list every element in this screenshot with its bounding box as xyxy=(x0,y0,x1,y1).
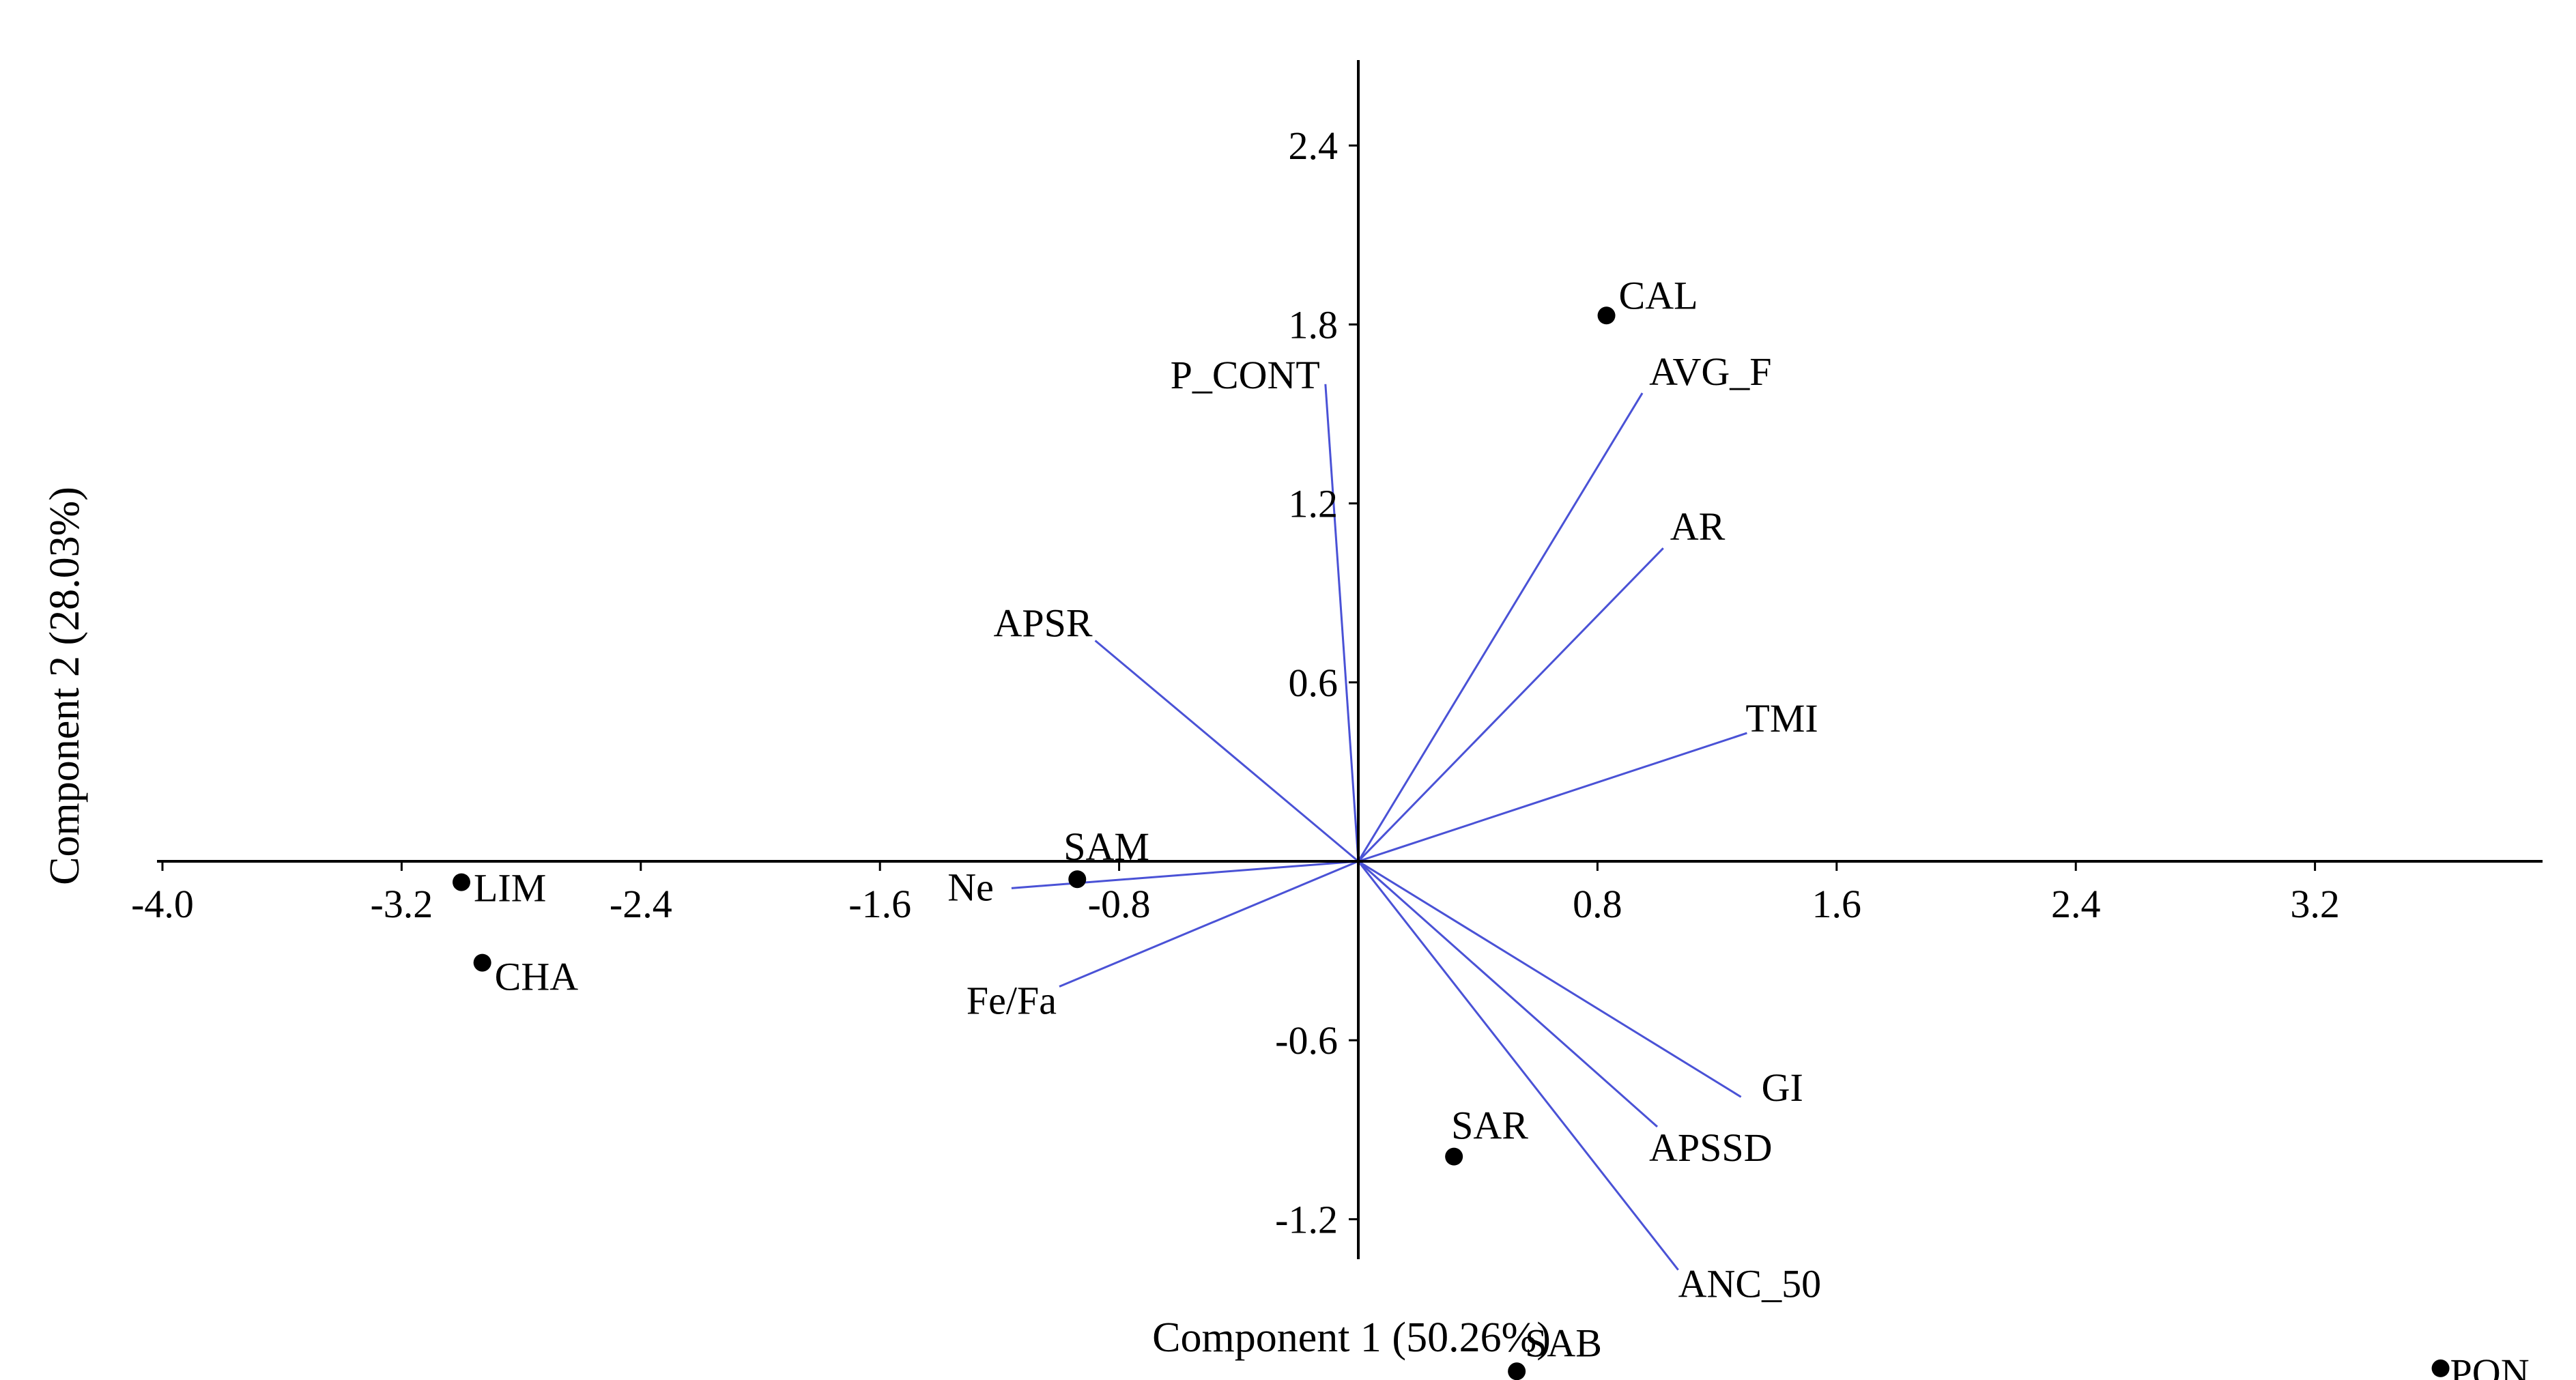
point-label: SAB xyxy=(1525,1321,1602,1365)
loading-vector xyxy=(1011,860,1359,889)
y-tick-label: 0.6 xyxy=(1289,661,1339,705)
point-label: PON xyxy=(2450,1351,2530,1380)
score-point xyxy=(453,873,470,891)
x-tick-label: -4.0 xyxy=(131,882,194,926)
score-point xyxy=(1068,870,1087,889)
point-label: SAM xyxy=(1063,824,1149,869)
y-tick-label: -0.6 xyxy=(1275,1018,1338,1063)
x-tick-label: -2.4 xyxy=(610,882,672,926)
vector-label: TMI xyxy=(1745,696,1818,741)
loading-vector xyxy=(1358,860,1658,1128)
score-point xyxy=(1597,306,1616,325)
vector-label: GI xyxy=(1762,1065,1803,1110)
x-tick-label: 0.8 xyxy=(1573,882,1622,926)
loading-vector xyxy=(1358,732,1747,863)
y-tick-label: -1.2 xyxy=(1275,1197,1338,1241)
x-tick-label: -1.6 xyxy=(848,882,911,926)
vector-label: APSSD xyxy=(1649,1125,1773,1170)
y-axis-title: Component 2 (28.03%) xyxy=(42,487,88,885)
loading-vector xyxy=(1324,384,1360,862)
loading-vector xyxy=(1357,392,1644,862)
loading-vector xyxy=(1357,547,1664,863)
vector-label: Ne xyxy=(947,865,994,909)
score-point xyxy=(473,953,491,972)
loading-vector xyxy=(1059,860,1359,988)
vector-label: Fe/Fa xyxy=(967,979,1057,1023)
vector-label: P_CONT xyxy=(1171,353,1320,397)
score-points: MUPCALSAMLIMCHASARSABPON xyxy=(453,273,2530,1380)
y-tick-label: 1.8 xyxy=(1289,302,1339,347)
loading-vector xyxy=(1094,639,1359,863)
score-point xyxy=(2431,1359,2450,1377)
vector-label: AR xyxy=(1670,504,1726,549)
x-axis-title: Component 1 (50.26%) xyxy=(1152,1314,1551,1361)
x-tick-label: 1.6 xyxy=(1812,882,1862,926)
x-tick-label: 2.4 xyxy=(2051,882,2101,926)
y-tick-label: 1.2 xyxy=(1289,482,1339,526)
loading-vector xyxy=(1357,861,1679,1271)
x-tick-label: -0.8 xyxy=(1088,882,1151,926)
tick-labels: -4.0-3.2-2.4-1.6-0.80.81.62.43.23.63.02.… xyxy=(131,124,2340,1380)
point-label: CHA xyxy=(495,955,579,999)
point-label: LIM xyxy=(474,866,546,910)
score-point xyxy=(1508,1362,1526,1380)
x-tick-label: 3.2 xyxy=(2290,882,2340,926)
loading-vectors: P_CONT AVG_F AR TMI APSR Ne Fe/Fa GI APSSD ANC_50 xyxy=(947,349,1821,1306)
score-point xyxy=(1445,1147,1463,1166)
point-label: SAR xyxy=(1451,1104,1528,1148)
loading-vector xyxy=(1358,860,1742,1098)
vector-label: ANC_50 xyxy=(1678,1262,1821,1306)
point-label: CAL xyxy=(1619,273,1698,317)
x-tick-label: -3.2 xyxy=(370,882,433,926)
vector-label: AVG_F xyxy=(1649,349,1771,394)
vector-label: APSR xyxy=(993,601,1092,646)
y-tick-label: -1.8 xyxy=(1275,1377,1338,1380)
y-tick-label: 2.4 xyxy=(1289,124,1339,168)
axes xyxy=(157,60,2543,1259)
